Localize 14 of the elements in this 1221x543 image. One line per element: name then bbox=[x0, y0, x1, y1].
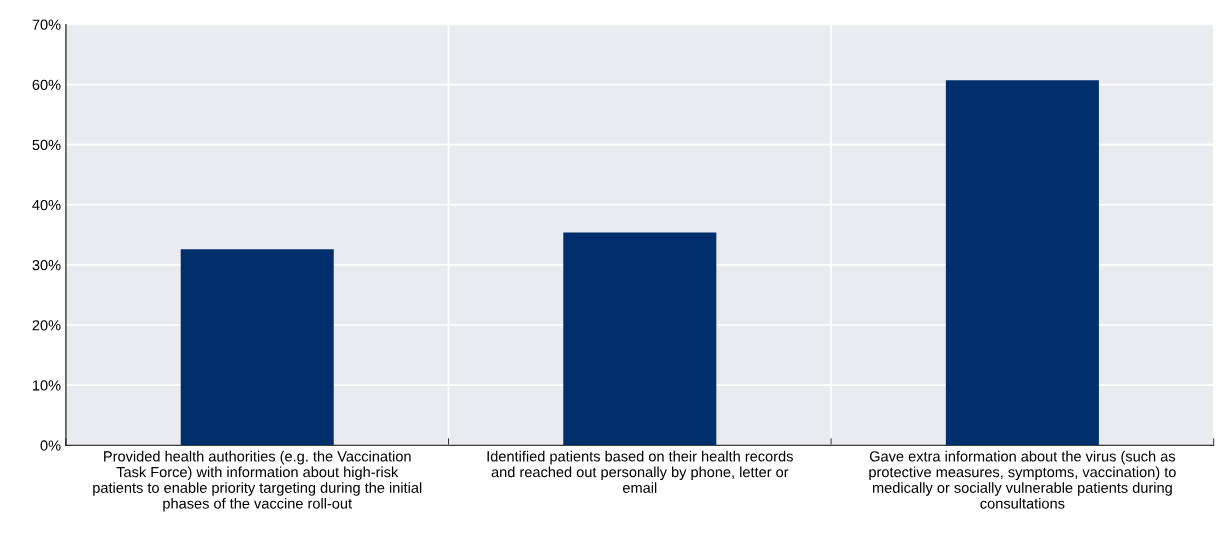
y-tick-label: 70% bbox=[32, 19, 61, 30]
y-tick-label: 50% bbox=[32, 139, 61, 151]
bar bbox=[180, 249, 334, 446]
bar bbox=[945, 80, 1099, 446]
bar bbox=[563, 232, 717, 446]
x-tick-label: Identified patients based on their health records and reached out personally by phone, letter or email bbox=[487, 450, 793, 493]
y-tick-label: 0% bbox=[40, 440, 61, 451]
y-tick-label: 20% bbox=[32, 320, 61, 331]
y-tick-label: 10% bbox=[33, 380, 61, 391]
x-tick-label: Provided health authorities (e.g. the Vaccination Task Force) with information about high-risk patients to enable priority targeting during the initial phases of the vaccine roll-out bbox=[93, 450, 422, 512]
x-tick-label: Gave extra information about the virus (such as protective measures, symptoms, vaccination) to medically or socially vulnerable patients during consultations bbox=[869, 450, 1176, 509]
y-tick-label: 40% bbox=[32, 199, 61, 211]
y-tick-label: 60% bbox=[32, 79, 61, 90]
y-tick-label: 30% bbox=[32, 260, 61, 271]
